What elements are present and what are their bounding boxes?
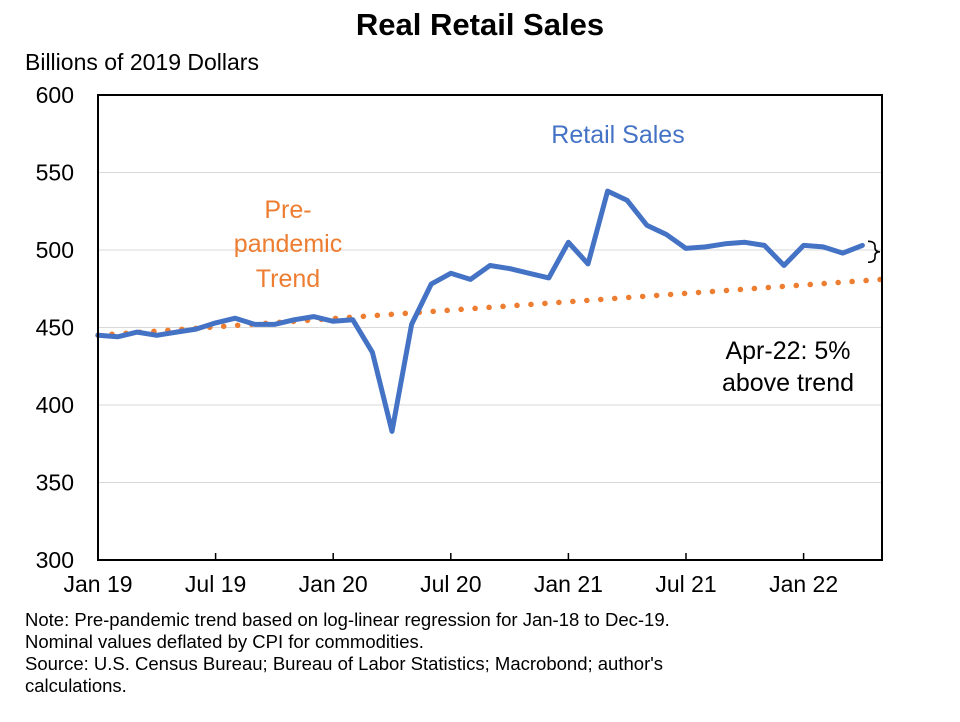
gap-brace: [867, 240, 881, 264]
y-tick-labels: 300 350 400 450 500 550 600: [36, 82, 74, 573]
gap-label-line-2: above trend: [722, 369, 854, 397]
source-line-1: Source: U.S. Census Bureau; Bureau of La…: [25, 653, 664, 674]
trend-label-line-1: Pre-: [264, 196, 311, 224]
chart-title: Real Retail Sales: [356, 7, 604, 42]
trend-line: [95, 276, 885, 339]
y-tick-label: 500: [36, 237, 74, 263]
chart-notes: Note: Pre-pandemic trend based on log-li…: [25, 609, 945, 697]
trend-label-line-3: Trend: [256, 265, 320, 293]
retail-sales-line: [95, 188, 865, 434]
x-tick-label: Jul 20: [420, 571, 481, 597]
gridlines: [98, 172, 882, 483]
trend-label: Pre- pandemic Trend: [234, 196, 342, 293]
note-line-1: Note: Pre-pandemic trend based on log-li…: [25, 609, 670, 630]
gap-label-line-1: Apr-22: 5%: [725, 337, 850, 365]
retail-sales-label: Retail Sales: [551, 121, 684, 149]
gap-annotation: Apr-22: 5% above trend: [722, 337, 854, 397]
source-line-2: calculations.: [25, 675, 127, 696]
note-line-2: Nominal values deflated by CPI for commo…: [25, 631, 424, 652]
x-tick-label: Jan 20: [299, 571, 368, 597]
y-tick-label: 600: [36, 82, 74, 108]
x-tick-label: Jul 19: [185, 571, 246, 597]
y-tick-label: 350: [36, 470, 74, 496]
y-axis-label: Billions of 2019 Dollars: [25, 49, 259, 75]
y-tick-label: 450: [36, 315, 74, 341]
x-tick-labels: Jan 19 Jul 19 Jan 20 Jul 20 Jan 21 Jul 21 Jan …: [63, 571, 838, 597]
x-tick-marks: [97, 553, 805, 560]
plot-area-frame: [97, 94, 883, 561]
y-tick-label: 400: [36, 392, 74, 418]
x-tick-label: Jan 21: [534, 571, 603, 597]
x-tick-label: Jul 21: [655, 571, 716, 597]
x-tick-label: Jan 22: [769, 571, 838, 597]
y-tick-label: 550: [36, 160, 74, 186]
x-tick-label: Jan 19: [63, 571, 132, 597]
chart: Real Retail Sales Billions of 2019 Dolla…: [25, 7, 885, 597]
y-tick-label: 300: [36, 547, 74, 573]
trend-label-line-2: pandemic: [234, 230, 342, 258]
